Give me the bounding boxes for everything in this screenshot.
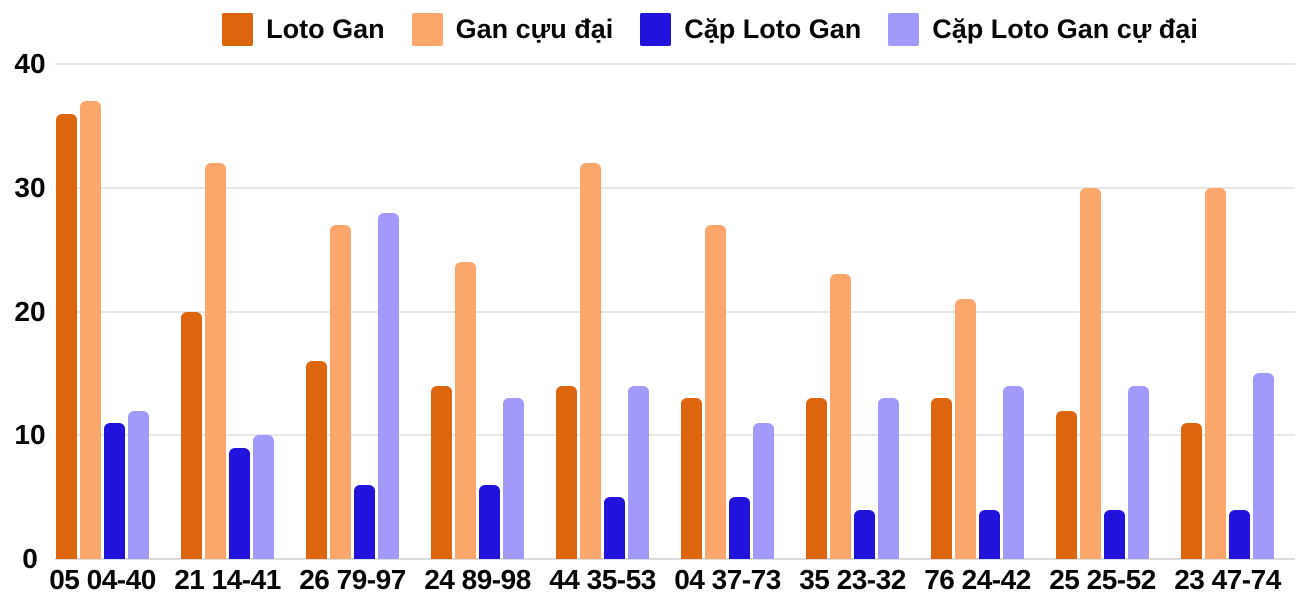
bar-group-04-37-73: 04 37-73 — [665, 64, 790, 594]
bar-cặp-loto-gan-cự-đại[interactable] — [878, 398, 899, 559]
chart-legend: Loto Gan Gan cựu đại Cặp Loto Gan Cặp Loto … — [120, 9, 1300, 49]
bar-cặp-loto-gan[interactable] — [104, 422, 125, 559]
legend-item-1[interactable]: Loto Gan — [222, 12, 385, 46]
bar-cặp-loto-gan-cự-đại[interactable] — [253, 435, 274, 559]
legend-label: Loto Gan — [266, 13, 385, 44]
bar-cặp-loto-gan[interactable] — [854, 509, 875, 559]
gridline-0 — [55, 558, 1295, 560]
y-axis-tick-label: 20 — [14, 295, 46, 327]
y-axis-tick-label: 0 — [22, 543, 38, 574]
legend-label: Gan cựu đại — [455, 13, 614, 44]
y-axis-tick-label: 30 — [14, 171, 46, 203]
bar-gan-cựu-đại[interactable] — [955, 299, 976, 559]
legend-item-2[interactable]: Gan cựu đại — [411, 12, 614, 46]
x-axis-label: 21 14-41 — [174, 564, 281, 595]
bar-cặp-loto-gan[interactable] — [979, 509, 1000, 559]
bar-group-76-24-42: 76 24-42 — [915, 64, 1040, 594]
bar-group-24-89-98: 24 89-98 — [415, 64, 540, 594]
gridline-40 — [55, 63, 1295, 65]
x-axis-label: 23 47-74 — [1174, 564, 1281, 595]
bar-gan-cựu-đại[interactable] — [1205, 187, 1226, 559]
x-axis-label: 35 23-32 — [799, 564, 906, 595]
bar-loto-gan[interactable] — [806, 398, 827, 559]
bar-cặp-loto-gan-cự-đại[interactable] — [378, 212, 399, 559]
bar-gan-cựu-đại[interactable] — [830, 274, 851, 559]
bar-cặp-loto-gan-cự-đại[interactable] — [503, 398, 524, 559]
bar-cặp-loto-gan[interactable] — [354, 484, 375, 559]
bar-cặp-loto-gan[interactable] — [1104, 509, 1125, 559]
bar-loto-gan[interactable] — [681, 398, 702, 559]
bar-cặp-loto-gan-cự-đại[interactable] — [628, 385, 649, 559]
y-axis: 0 10 20 30 40 — [6, 0, 54, 600]
x-axis-label: 44 35-53 — [549, 564, 656, 595]
bar-cặp-loto-gan[interactable] — [229, 447, 250, 559]
bar-group-35-23-32: 35 23-32 — [790, 64, 915, 594]
bar-cặp-loto-gan-cự-đại[interactable] — [753, 422, 774, 559]
bar-cặp-loto-gan-cự-đại[interactable] — [128, 410, 149, 559]
x-axis-label: 04 37-73 — [674, 564, 781, 595]
bar-cặp-loto-gan[interactable] — [604, 497, 625, 559]
legend-item-3[interactable]: Cặp Loto Gan — [640, 12, 862, 46]
gridline-20 — [55, 310, 1295, 313]
x-axis-label: 24 89-98 — [424, 564, 531, 595]
bar-group-26-79-97: 26 79-97 — [290, 64, 415, 594]
bar-groups: 05 04-40 21 14-41 26 79-97 24 89-98 44 35-53… — [40, 64, 1290, 594]
bar-loto-gan[interactable] — [306, 361, 327, 559]
plot-area: 05 04-40 21 14-41 26 79-97 24 89-98 44 35-53… — [49, 63, 1295, 594]
y-axis-tick-label: 10 — [14, 419, 46, 451]
y-axis-tick-label: 40 — [14, 48, 46, 79]
bar-group-44-35-53: 44 35-53 — [540, 64, 665, 594]
bar-gan-cựu-đại[interactable] — [80, 101, 101, 559]
bar-cặp-loto-gan-cự-đại[interactable] — [1003, 385, 1024, 559]
legend-item-4[interactable]: Cặp Loto Gan cự đại — [888, 12, 1198, 46]
gridline-30 — [55, 186, 1295, 189]
legend-swatch-icon — [222, 12, 254, 46]
bar-group-05-04-40: 05 04-40 — [40, 64, 165, 594]
x-axis-label: 76 24-42 — [924, 564, 1031, 595]
bar-gan-cựu-đại[interactable] — [330, 224, 351, 559]
bar-cặp-loto-gan-cự-đại[interactable] — [1128, 385, 1149, 559]
legend-swatch-icon — [640, 12, 672, 46]
legend-swatch-icon — [411, 12, 443, 46]
bar-loto-gan[interactable] — [1181, 422, 1202, 559]
bar-loto-gan[interactable] — [56, 113, 77, 559]
legend-label: Cặp Loto Gan cự đại — [932, 13, 1198, 44]
legend-label: Cặp Loto Gan — [684, 13, 862, 44]
x-axis-label: 05 04-40 — [49, 564, 156, 595]
legend-swatch-icon — [888, 12, 920, 46]
bar-gan-cựu-đại[interactable] — [580, 163, 601, 559]
bar-gan-cựu-đại[interactable] — [205, 163, 226, 559]
bar-cặp-loto-gan[interactable] — [479, 484, 500, 559]
bar-loto-gan[interactable] — [556, 385, 577, 559]
bar-loto-gan[interactable] — [431, 385, 452, 559]
gridline-10 — [55, 434, 1295, 437]
bar-group-21-14-41: 21 14-41 — [165, 64, 290, 594]
bar-cặp-loto-gan[interactable] — [729, 497, 750, 559]
bar-gan-cựu-đại[interactable] — [1080, 187, 1101, 559]
bar-loto-gan[interactable] — [931, 398, 952, 559]
bar-gan-cựu-đại[interactable] — [705, 224, 726, 559]
bar-cặp-loto-gan[interactable] — [1229, 509, 1250, 559]
bar-loto-gan[interactable] — [1056, 410, 1077, 559]
bar-gan-cựu-đại[interactable] — [455, 262, 476, 559]
bar-group-25-25-52: 25 25-52 — [1040, 64, 1165, 594]
x-axis-label: 26 79-97 — [299, 564, 406, 595]
bar-group-23-47-74: 23 47-74 — [1165, 64, 1290, 594]
bar-cặp-loto-gan-cự-đại[interactable] — [1253, 373, 1274, 559]
x-axis-label: 25 25-52 — [1049, 564, 1156, 595]
bar-loto-gan[interactable] — [181, 311, 202, 559]
